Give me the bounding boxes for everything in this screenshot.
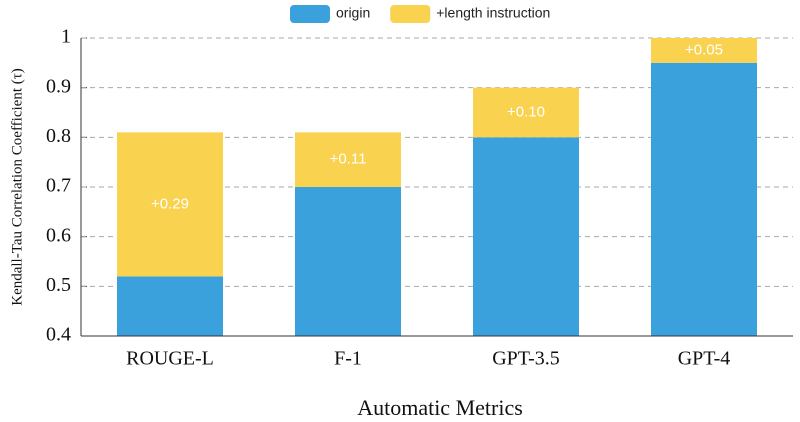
y-tick-label: 0.7 (46, 175, 71, 197)
y-tick-label: 0.4 (46, 324, 71, 346)
bar-segment (473, 137, 579, 336)
y-tick-label: 0.6 (46, 224, 71, 246)
y-tick-label: 0.5 (46, 274, 71, 296)
legend-swatch (390, 5, 431, 23)
y-tick-label: 0.9 (46, 75, 71, 97)
x-tick-label: ROUGE-L (126, 348, 214, 370)
x-tick-label: GPT-4 (678, 348, 731, 370)
bar-segment (651, 62, 757, 336)
legend-label: origin (336, 5, 370, 21)
legend-swatch (290, 5, 330, 23)
x-axis-label: Automatic Metrics (357, 395, 523, 420)
data-label: +0.10 (507, 103, 545, 120)
data-label: +0.29 (151, 195, 189, 212)
bar-segment (295, 132, 401, 187)
bar-segment (117, 276, 223, 336)
x-tick-label: GPT-3.5 (492, 348, 560, 370)
data-label: +0.11 (330, 151, 367, 168)
data-label: +0.05 (685, 41, 723, 58)
legend-label: +length instruction (436, 5, 550, 21)
bar-segment (651, 38, 757, 63)
x-tick-label: F-1 (334, 348, 362, 370)
y-axis-label: Kendall-Tau Correlation Coefficient (τ) (9, 68, 25, 306)
bar-segment (117, 132, 223, 277)
y-tick-label: 0.8 (46, 125, 71, 147)
y-tick-label: 1 (61, 26, 71, 48)
bar-segment (295, 187, 401, 336)
bar-segment (473, 87, 579, 138)
